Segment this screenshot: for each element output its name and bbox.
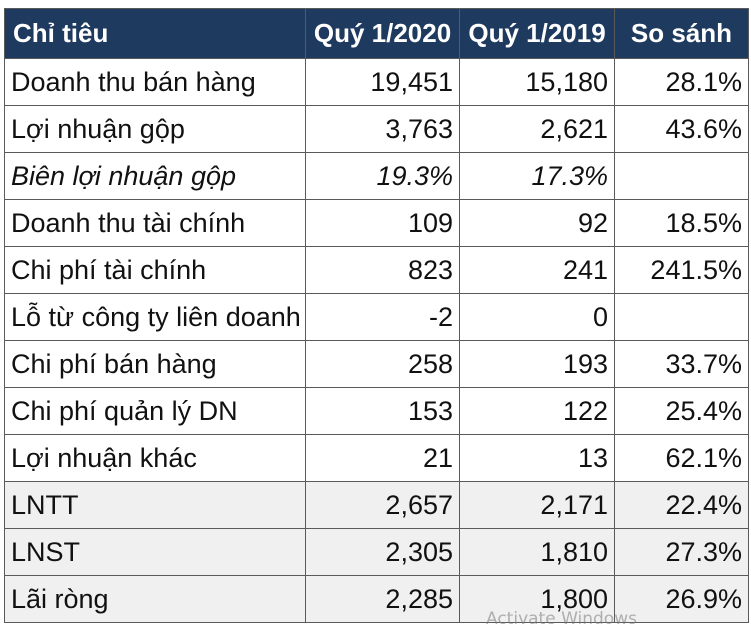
cell-q1-2019: 92 [459, 199, 615, 247]
table-body: Doanh thu bán hàng 19,451 15,180 28.1% Lợi n… [4, 58, 749, 623]
cell-comparison [614, 152, 749, 200]
cell-comparison: 25.4% [614, 387, 749, 435]
cell-comparison: 27.3% [614, 528, 749, 576]
header-indicator: Chỉ tiêu [4, 8, 306, 59]
cell-q1-2019: 193 [459, 340, 615, 388]
table-row: LNST 2,305 1,810 27.3% [4, 528, 749, 576]
cell-comparison: 241.5% [614, 246, 749, 294]
row-label: Chi phí tài chính [4, 246, 306, 294]
row-label: Chi phí bán hàng [4, 340, 306, 388]
table-row: Doanh thu bán hàng 19,451 15,180 28.1% [4, 58, 749, 106]
cell-q1-2020: 19,451 [305, 58, 460, 106]
table-row: Lãi ròng 2,285 1,800 26.9% [4, 575, 749, 623]
row-label: LNST [4, 528, 306, 576]
cell-q1-2019: 15,180 [459, 58, 615, 106]
cell-comparison: 26.9% [614, 575, 749, 623]
header-q1-2020: Quý 1/2020 [305, 8, 460, 59]
cell-q1-2020: 3,763 [305, 105, 460, 153]
cell-q1-2020: 109 [305, 199, 460, 247]
row-label: Lợi nhuận gộp [4, 105, 306, 153]
row-label: Doanh thu tài chính [4, 199, 306, 247]
row-label: LNTT [4, 481, 306, 529]
cell-comparison: 28.1% [614, 58, 749, 106]
table-row: Doanh thu tài chính 109 92 18.5% [4, 199, 749, 247]
cell-q1-2020: 2,657 [305, 481, 460, 529]
table-row: Chi phí bán hàng 258 193 33.7% [4, 340, 749, 388]
cell-q1-2020: 153 [305, 387, 460, 435]
cell-comparison: 18.5% [614, 199, 749, 247]
cell-comparison: 33.7% [614, 340, 749, 388]
table-row: Lợi nhuận gộp 3,763 2,621 43.6% [4, 105, 749, 153]
row-label: Lợi nhuận khác [4, 434, 306, 482]
table-row: Chi phí quản lý DN 153 122 25.4% [4, 387, 749, 435]
cell-q1-2020: 823 [305, 246, 460, 294]
cell-q1-2020: 258 [305, 340, 460, 388]
cell-q1-2020: 19.3% [305, 152, 460, 200]
header-comparison: So sánh [614, 8, 749, 59]
cell-q1-2019: 122 [459, 387, 615, 435]
cell-q1-2019: 17.3% [459, 152, 615, 200]
row-label: Biên lợi nhuận gộp [4, 152, 306, 200]
cell-q1-2019: 1,800 [459, 575, 615, 623]
cell-comparison: 43.6% [614, 105, 749, 153]
header-row: Chỉ tiêu Quý 1/2020 Quý 1/2019 So sánh [4, 8, 749, 59]
table-row: Lợi nhuận khác 21 13 62.1% [4, 434, 749, 482]
cell-comparison: 22.4% [614, 481, 749, 529]
cell-q1-2019: 1,810 [459, 528, 615, 576]
row-label: Lãi ròng [4, 575, 306, 623]
cell-q1-2019: 2,621 [459, 105, 615, 153]
cell-comparison [614, 293, 749, 341]
cell-q1-2020: 2,285 [305, 575, 460, 623]
table-row: Biên lợi nhuận gộp 19.3% 17.3% [4, 152, 749, 200]
table-row: LNTT 2,657 2,171 22.4% [4, 481, 749, 529]
cell-q1-2020: -2 [305, 293, 460, 341]
cell-q1-2019: 241 [459, 246, 615, 294]
header-q1-2019: Quý 1/2019 [459, 8, 615, 59]
table-row: Chi phí tài chính 823 241 241.5% [4, 246, 749, 294]
cell-q1-2019: 2,171 [459, 481, 615, 529]
cell-q1-2020: 21 [305, 434, 460, 482]
financial-table: Chỉ tiêu Quý 1/2020 Quý 1/2019 So sánh D… [4, 8, 749, 623]
cell-q1-2020: 2,305 [305, 528, 460, 576]
cell-comparison: 62.1% [614, 434, 749, 482]
row-label: Doanh thu bán hàng [4, 58, 306, 106]
table-row: Lỗ từ công ty liên doanh -2 0 [4, 293, 749, 341]
cell-q1-2019: 0 [459, 293, 615, 341]
row-label: Lỗ từ công ty liên doanh [4, 293, 306, 341]
cell-q1-2019: 13 [459, 434, 615, 482]
row-label: Chi phí quản lý DN [4, 387, 306, 435]
